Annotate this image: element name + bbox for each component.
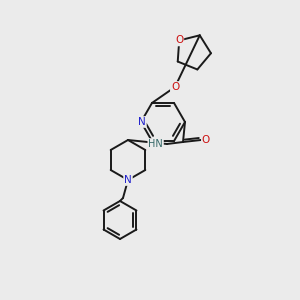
Text: O: O <box>171 82 179 92</box>
Text: HN: HN <box>148 139 163 149</box>
Text: N: N <box>138 117 146 127</box>
Text: N: N <box>124 175 132 185</box>
Text: O: O <box>202 135 210 145</box>
Text: O: O <box>175 35 183 45</box>
